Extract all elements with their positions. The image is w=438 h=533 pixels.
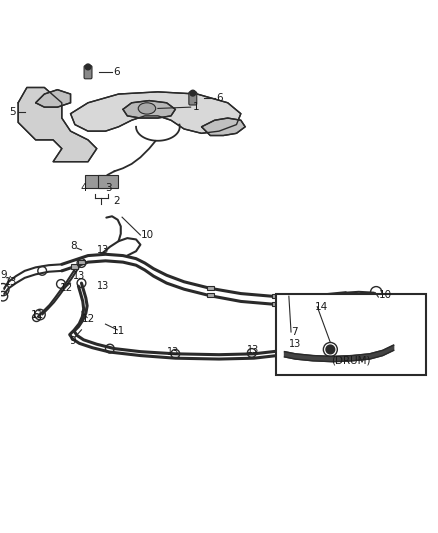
- Bar: [288, 302, 294, 306]
- FancyBboxPatch shape: [189, 92, 197, 105]
- Text: 2: 2: [113, 196, 120, 206]
- Bar: [276, 294, 426, 375]
- FancyBboxPatch shape: [85, 175, 105, 188]
- FancyBboxPatch shape: [84, 66, 92, 79]
- Bar: [288, 294, 294, 298]
- Bar: [207, 293, 214, 297]
- Text: 13: 13: [289, 339, 301, 349]
- Text: 6: 6: [216, 93, 223, 103]
- Polygon shape: [285, 345, 394, 362]
- Text: 14: 14: [315, 302, 328, 312]
- Text: 4: 4: [81, 183, 87, 193]
- Polygon shape: [71, 92, 241, 133]
- Bar: [272, 294, 279, 298]
- Polygon shape: [201, 118, 245, 135]
- Text: 13: 13: [97, 245, 109, 255]
- Circle shape: [326, 345, 335, 354]
- Bar: [71, 264, 78, 269]
- Text: 3: 3: [106, 183, 112, 193]
- Text: 7: 7: [291, 327, 298, 337]
- Text: 9: 9: [70, 336, 76, 346]
- Text: 13: 13: [73, 271, 85, 281]
- Text: 13: 13: [5, 277, 18, 287]
- Text: 1: 1: [193, 102, 199, 112]
- Text: 9: 9: [1, 270, 7, 280]
- Bar: [207, 286, 214, 290]
- Polygon shape: [35, 90, 71, 107]
- Text: 5: 5: [10, 107, 16, 117]
- Text: 12: 12: [60, 284, 73, 293]
- Text: (DRUM): (DRUM): [331, 356, 371, 366]
- Circle shape: [85, 64, 91, 70]
- Text: 13: 13: [166, 346, 179, 357]
- Text: 13: 13: [97, 281, 109, 291]
- Polygon shape: [18, 87, 97, 161]
- Bar: [78, 260, 85, 264]
- Text: 10: 10: [378, 290, 392, 300]
- Circle shape: [190, 90, 196, 96]
- Bar: [272, 302, 279, 306]
- Text: 11: 11: [112, 326, 125, 336]
- Text: 6: 6: [113, 67, 120, 77]
- Text: 13: 13: [247, 345, 260, 356]
- Text: 10: 10: [141, 230, 154, 240]
- Text: 8: 8: [71, 241, 77, 252]
- Ellipse shape: [138, 103, 155, 114]
- FancyBboxPatch shape: [98, 175, 118, 188]
- Text: 11: 11: [31, 310, 45, 320]
- Polygon shape: [123, 101, 175, 118]
- Text: 12: 12: [81, 314, 95, 324]
